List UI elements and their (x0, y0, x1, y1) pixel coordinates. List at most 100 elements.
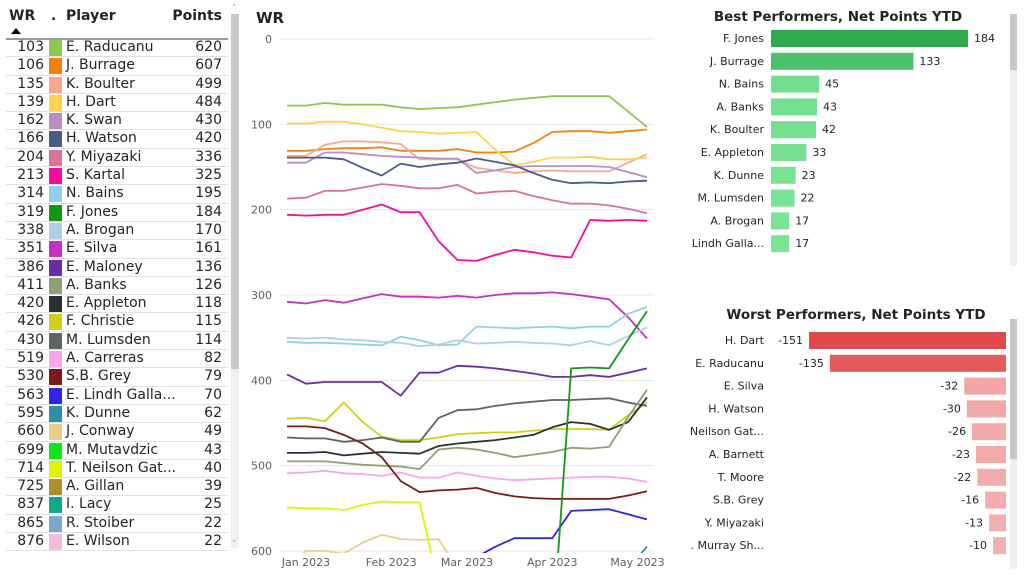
bar[interactable] (989, 514, 1006, 532)
series-line-f-christie[interactable] (286, 401, 648, 441)
series-line-f-jones[interactable] (552, 310, 648, 579)
series-line-e-appleton[interactable] (287, 396, 648, 457)
table-row[interactable]: 162 K. Swan 430 (6, 112, 228, 131)
best-scrollbar-thumb[interactable] (1010, 14, 1017, 70)
scroll-down-icon[interactable]: ˅ (232, 540, 237, 550)
x-tick-label: Apr 2023 (527, 556, 578, 569)
series-line-m-lumsden[interactable] (286, 397, 648, 443)
table-row[interactable]: 411 A. Banks 126 (6, 277, 228, 296)
series-line-e-silva[interactable] (286, 291, 648, 340)
series-line-y-miyazaki[interactable] (286, 183, 648, 214)
bar[interactable] (771, 75, 820, 93)
cell-player: S.B. Grey (66, 368, 132, 385)
worst-scrollbar-thumb[interactable] (1010, 319, 1017, 459)
cell-wr: 660 (17, 423, 44, 440)
table-scrollbar[interactable] (231, 14, 239, 548)
cell-player: Y. Miyazaki (66, 148, 142, 165)
bar[interactable] (771, 144, 807, 161)
best-scrollbar[interactable] (1010, 14, 1017, 266)
chart-title: WR (256, 9, 285, 27)
table-row[interactable]: 166 H. Watson 420 (6, 130, 228, 149)
table-row[interactable]: 338 A. Brogan 170 (6, 221, 228, 241)
cell-player: A. Brogan (66, 221, 135, 238)
series-line-h-watson[interactable] (287, 156, 648, 185)
bar[interactable] (771, 52, 914, 70)
cell-player: J. Burrage (66, 57, 135, 74)
series-line-n-bains[interactable] (286, 306, 648, 347)
series-line-t-neilson-gatenby[interactable] (286, 500, 439, 579)
table-row[interactable]: 351 E. Silva 161 (6, 240, 228, 259)
table-row[interactable]: 420 E. Appleton 118 (6, 295, 228, 314)
table-row[interactable]: 106 J. Burrage 607 (6, 57, 228, 76)
column-header-points[interactable]: Points (172, 8, 222, 24)
bar[interactable] (992, 537, 1006, 555)
table-row[interactable]: 213 S. Kartal 325 (6, 167, 228, 186)
column-header-wr[interactable]: WR (9, 8, 36, 24)
table-row[interactable]: 135 K. Boulter 499 (6, 76, 228, 94)
bar[interactable] (771, 212, 790, 230)
cell-player: E. Lindh Galla... (66, 386, 176, 403)
table-row[interactable]: 139 H. Dart 484 (6, 94, 228, 113)
color-swatch (49, 76, 62, 93)
bar-category-label: A. Brogan (710, 214, 764, 227)
bar[interactable] (977, 468, 1006, 486)
table-row[interactable]: 595 K. Dunne 62 (6, 405, 228, 424)
table-row[interactable]: 103 E. Raducanu 620 (6, 39, 228, 58)
bar[interactable] (809, 332, 1006, 349)
bar[interactable] (985, 491, 1006, 509)
table-row[interactable]: 660 J. Conway 49 (6, 423, 228, 442)
table-row[interactable]: 430 M. Lumsden 114 (6, 331, 228, 351)
table-row[interactable]: 426 F. Christie 115 (6, 313, 228, 332)
bar[interactable] (966, 400, 1006, 418)
table-row[interactable]: 725 A. Gillan 39 (6, 478, 228, 497)
series-line-e-raducanu[interactable] (287, 95, 648, 128)
cell-points: 115 (195, 313, 222, 330)
table-row[interactable]: 876 E. Wilson 22 (6, 533, 228, 552)
series-line-e-maloney[interactable] (286, 364, 648, 397)
bar[interactable] (771, 30, 968, 47)
series-line-j-burrage[interactable] (287, 128, 648, 154)
bar[interactable] (771, 235, 790, 253)
table-row[interactable]: 699 M. Mutavdzic 43 (6, 442, 228, 460)
column-header-color[interactable]: . (51, 8, 57, 24)
series-line-e-lindh-gallagher[interactable] (477, 508, 648, 557)
series-line-k-swan[interactable] (287, 151, 648, 179)
best-performers-panel: Best Performers, Net Points YTD F. Jones… (690, 0, 1024, 275)
bar[interactable] (771, 121, 816, 139)
bar-value-label: -16 (961, 494, 979, 507)
bar[interactable] (771, 189, 795, 207)
series-line-k-boulter[interactable] (287, 140, 648, 174)
table-row[interactable]: 314 N. Bains 195 (6, 185, 228, 204)
bar[interactable] (771, 98, 818, 116)
table-row[interactable]: 837 I. Lacy 25 (6, 496, 228, 515)
series-line-h-dart[interactable] (287, 120, 648, 167)
series-line-s-b-grey[interactable] (287, 425, 648, 500)
table-row[interactable]: 519 A. Carreras 82 (6, 350, 228, 369)
cell-wr: 430 (17, 331, 44, 348)
table-row[interactable]: 386 E. Maloney 136 (6, 259, 228, 277)
table-row[interactable]: 530 S.B. Grey 79 (6, 368, 228, 387)
bar[interactable] (972, 423, 1006, 441)
x-tick-label: Mar 2023 (441, 556, 493, 569)
table-scrollbar-thumb[interactable] (231, 14, 239, 369)
bar[interactable] (829, 354, 1006, 372)
series-line-j-conway[interactable] (287, 533, 458, 568)
bar[interactable] (964, 377, 1006, 395)
table-row[interactable]: 563 E. Lindh Galla... 70 (6, 387, 228, 405)
series-line-a-brogan[interactable] (286, 326, 648, 348)
table-row[interactable]: 204 Y. Miyazaki 336 (6, 148, 228, 168)
series-line-k-dunne[interactable] (628, 546, 648, 568)
series-line-a-carreras[interactable] (286, 469, 648, 483)
series-line-s-kartal[interactable] (286, 203, 648, 262)
table-row[interactable]: 714 T. Neilson Gat... 40 (6, 460, 228, 479)
bar[interactable] (975, 446, 1006, 463)
worst-scrollbar[interactable] (1010, 319, 1017, 569)
table-row[interactable]: 319 F. Jones 184 (6, 204, 228, 222)
cell-player: K. Swan (66, 112, 122, 129)
table-row[interactable]: 865 R. Stoiber 22 (6, 515, 228, 534)
column-header-player[interactable]: Player (66, 8, 116, 24)
bar[interactable] (771, 166, 796, 184)
series-line-a-banks[interactable] (287, 389, 648, 470)
scroll-up-icon[interactable]: ˄ (232, 4, 237, 14)
bar-value-label: 17 (795, 214, 809, 227)
